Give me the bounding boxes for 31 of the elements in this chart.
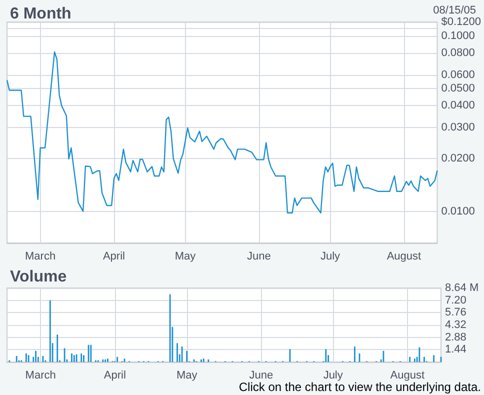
x-tick-label: March — [24, 250, 56, 262]
x-tick-label: August — [386, 250, 422, 262]
x-tick-label: August — [390, 370, 425, 382]
y-tick-label: 7.20 — [445, 294, 466, 306]
y-tick-label: 8.64 M — [445, 282, 479, 294]
x-tick-label: July — [323, 370, 344, 382]
x-tick-label: June — [249, 370, 274, 382]
x-tick-label: May — [174, 250, 196, 262]
y-tick-label: 0.1000 — [441, 30, 475, 42]
y-tick-label: 0.0500 — [441, 82, 475, 95]
x-tick-label: March — [25, 370, 56, 382]
chart-title: 6 Month — [10, 6, 72, 22]
text: Click on the chart to view the underlying data. — [238, 380, 482, 394]
x-tick-label: July — [320, 250, 341, 262]
x-tick-label: April — [102, 250, 125, 262]
y-tick-label: 0.0600 — [441, 68, 475, 81]
chart-subtitle: 08/15/05 — [433, 4, 476, 16]
y-tick-label: 1.44 — [445, 344, 466, 356]
x-tick-label: June — [247, 250, 271, 262]
y-tick-label: 5.76 — [445, 306, 466, 319]
y-tick-label: 0.0100 — [441, 205, 475, 218]
y-tick-label: 0.0300 — [441, 122, 475, 134]
y-tick-label: 0.0200 — [441, 152, 475, 165]
y-tick-label: 0.0400 — [441, 100, 475, 112]
chart-title: Volume — [10, 268, 67, 286]
x-tick-label: April — [104, 370, 126, 382]
y-tick-label: $0.1200 — [441, 16, 482, 28]
y-tick-label: 2.88 — [445, 331, 466, 344]
y-tick-label: 4.32 — [445, 319, 466, 331]
y-tick-label: 0.0800 — [441, 46, 475, 59]
x-tick-label: May — [176, 370, 198, 382]
